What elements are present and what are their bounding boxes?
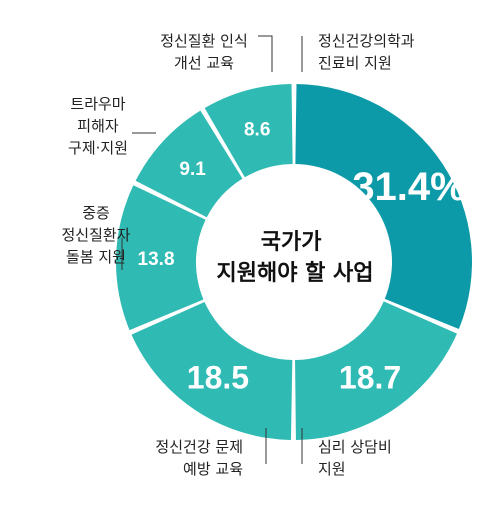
category-label-2-line-1: 심리 상담비 (318, 438, 392, 456)
value-labels: 31.4% 18.7 18.5 13.8 9.1 8.6 (138, 120, 466, 396)
value-label-4: 13.8 (138, 249, 175, 270)
category-label-1-line-2: 진료비 지원 (318, 54, 392, 72)
category-label-6-line-1: 정신질환 인식 (160, 32, 248, 50)
category-label-3-line-2: 예방 교육 (183, 460, 243, 478)
category-label-5-line-3: 구제·지원 (68, 139, 128, 157)
value-label-1: 31.4% (352, 165, 465, 209)
donut-slice-2 (295, 301, 457, 440)
center-title-line-1: 국가가 (261, 230, 322, 255)
donut-slice-5 (135, 110, 243, 218)
donut-slice-1 (295, 84, 473, 330)
center-title-line-2: 지원해야 할 사업 (217, 261, 374, 286)
leader-line-6 (258, 35, 273, 72)
category-label-4-line-3: 돌봄 지원 (66, 248, 126, 266)
value-label-3: 18.5 (187, 359, 249, 395)
value-label-6: 8.6 (244, 120, 270, 141)
value-label-2: 18.7 (339, 359, 401, 395)
category-label-4-line-2: 정신질환자 (61, 226, 130, 244)
center-title: 국가가 지원해야 할 사업 (217, 230, 374, 286)
donut-slice-4 (115, 185, 206, 331)
category-label-6-line-2: 개선 교육 (174, 54, 234, 72)
category-label-2-line-2: 지원 (318, 460, 346, 478)
category-label-5-line-2: 피해자 (77, 117, 119, 135)
donut-slices (115, 84, 473, 440)
donut-slice-3 (131, 301, 293, 440)
donut-slice-6 (204, 84, 293, 178)
leader-lines (121, 35, 303, 464)
category-label-1-line-1: 정신건강의학과 (318, 32, 415, 50)
value-label-5: 9.1 (179, 159, 206, 180)
category-label-4-line-1: 중증 (82, 204, 110, 222)
category-label-3-line-1: 정신건강 문제 (155, 438, 243, 456)
category-label-5-line-1: 트라우마 (70, 95, 125, 113)
